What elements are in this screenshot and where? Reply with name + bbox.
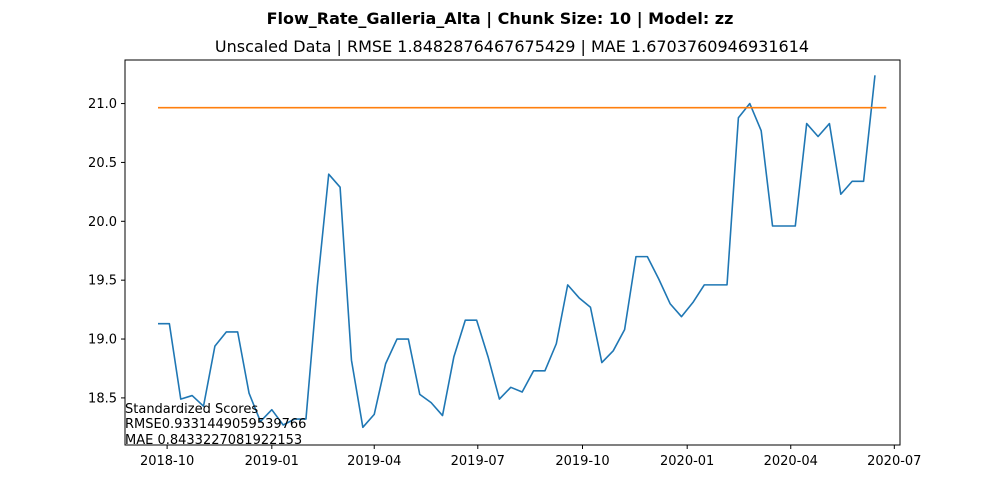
data-point bbox=[385, 363, 387, 365]
data-point bbox=[521, 391, 523, 393]
data-point bbox=[863, 180, 865, 182]
data-point bbox=[351, 359, 353, 361]
data-point bbox=[317, 285, 319, 287]
data-point bbox=[339, 186, 341, 188]
data-point bbox=[658, 278, 660, 280]
data-point bbox=[715, 284, 717, 286]
data-point bbox=[225, 331, 227, 333]
data-point bbox=[749, 103, 751, 105]
data-point bbox=[271, 409, 273, 411]
data-point bbox=[772, 225, 774, 227]
data-point bbox=[612, 350, 614, 352]
annotation-line-3: MAE 0.8433227081922153 bbox=[125, 433, 302, 448]
data-point bbox=[510, 387, 512, 389]
data-point bbox=[601, 362, 603, 364]
data-point bbox=[533, 370, 535, 372]
series-line-1 bbox=[158, 75, 876, 429]
data-point bbox=[760, 130, 762, 132]
y-tick-label: 20.5 bbox=[88, 156, 117, 171]
data-point bbox=[806, 123, 808, 125]
annotation-line-2: RMSE0.9331449059539766 bbox=[125, 417, 306, 432]
data-point bbox=[464, 319, 466, 321]
y-tick-label: 20.0 bbox=[88, 215, 117, 230]
data-point bbox=[647, 256, 649, 258]
data-point bbox=[692, 302, 694, 304]
x-tick-label: 2018-10 bbox=[140, 454, 194, 469]
data-point bbox=[499, 398, 501, 400]
data-point bbox=[556, 343, 558, 345]
chart-title: Unscaled Data | RMSE 1.8482876467675429 … bbox=[215, 37, 809, 56]
data-point bbox=[669, 303, 671, 305]
data-point bbox=[783, 225, 785, 227]
data-point bbox=[624, 329, 626, 331]
data-point bbox=[874, 75, 876, 77]
data-point bbox=[237, 331, 239, 333]
data-point bbox=[419, 394, 421, 396]
data-point bbox=[681, 316, 683, 318]
figure-suptitle: Flow_Rate_Galleria_Alta | Chunk Size: 10… bbox=[267, 9, 734, 29]
x-tick-label: 2019-01 bbox=[245, 454, 299, 469]
data-point bbox=[544, 370, 546, 372]
data-point bbox=[851, 180, 853, 182]
data-point bbox=[476, 319, 478, 321]
data-point bbox=[829, 123, 831, 125]
data-point bbox=[396, 338, 398, 340]
data-point bbox=[635, 256, 637, 258]
data-point bbox=[795, 225, 797, 227]
data-point bbox=[157, 323, 159, 325]
y-tick-label: 21.0 bbox=[88, 97, 117, 112]
data-point bbox=[214, 345, 216, 347]
data-point bbox=[328, 173, 330, 175]
data-point bbox=[408, 338, 410, 340]
data-point bbox=[738, 117, 740, 119]
data-point bbox=[487, 356, 489, 358]
x-tick-label: 2019-10 bbox=[555, 454, 609, 469]
data-point bbox=[453, 356, 455, 358]
data-point bbox=[590, 306, 592, 308]
data-point bbox=[817, 136, 819, 138]
data-point bbox=[248, 392, 250, 394]
x-tick-label: 2020-04 bbox=[764, 454, 818, 469]
data-point bbox=[157, 107, 159, 109]
data-point bbox=[726, 284, 728, 286]
data-point bbox=[191, 395, 193, 397]
data-point bbox=[886, 107, 888, 109]
standardized-scores-annotation: Standardized Scores RMSE0.93314490595397… bbox=[125, 402, 306, 448]
x-tick-label: 2020-07 bbox=[867, 454, 921, 469]
data-point bbox=[430, 402, 432, 404]
y-tick-label: 18.5 bbox=[88, 391, 117, 406]
data-point bbox=[703, 284, 705, 286]
data-point bbox=[578, 297, 580, 299]
data-point bbox=[840, 193, 842, 195]
data-point bbox=[373, 414, 375, 416]
data-point bbox=[442, 415, 444, 417]
x-tick-label: 2019-04 bbox=[347, 454, 401, 469]
x-tick-label: 2019-07 bbox=[451, 454, 505, 469]
plot-area: 2018-10 2019-01 2019-04 2019-07 2019-10 2020-… bbox=[88, 75, 921, 469]
x-tick-label: 2020-01 bbox=[660, 454, 714, 469]
y-tick-label: 19.5 bbox=[88, 274, 117, 289]
data-point bbox=[567, 284, 569, 286]
data-point bbox=[362, 427, 364, 429]
axes-frame bbox=[124, 59, 901, 446]
annotation-line-1: Standardized Scores bbox=[125, 402, 258, 417]
y-tick-label: 19.0 bbox=[88, 333, 117, 348]
data-point bbox=[169, 323, 171, 325]
data-point bbox=[180, 398, 182, 400]
